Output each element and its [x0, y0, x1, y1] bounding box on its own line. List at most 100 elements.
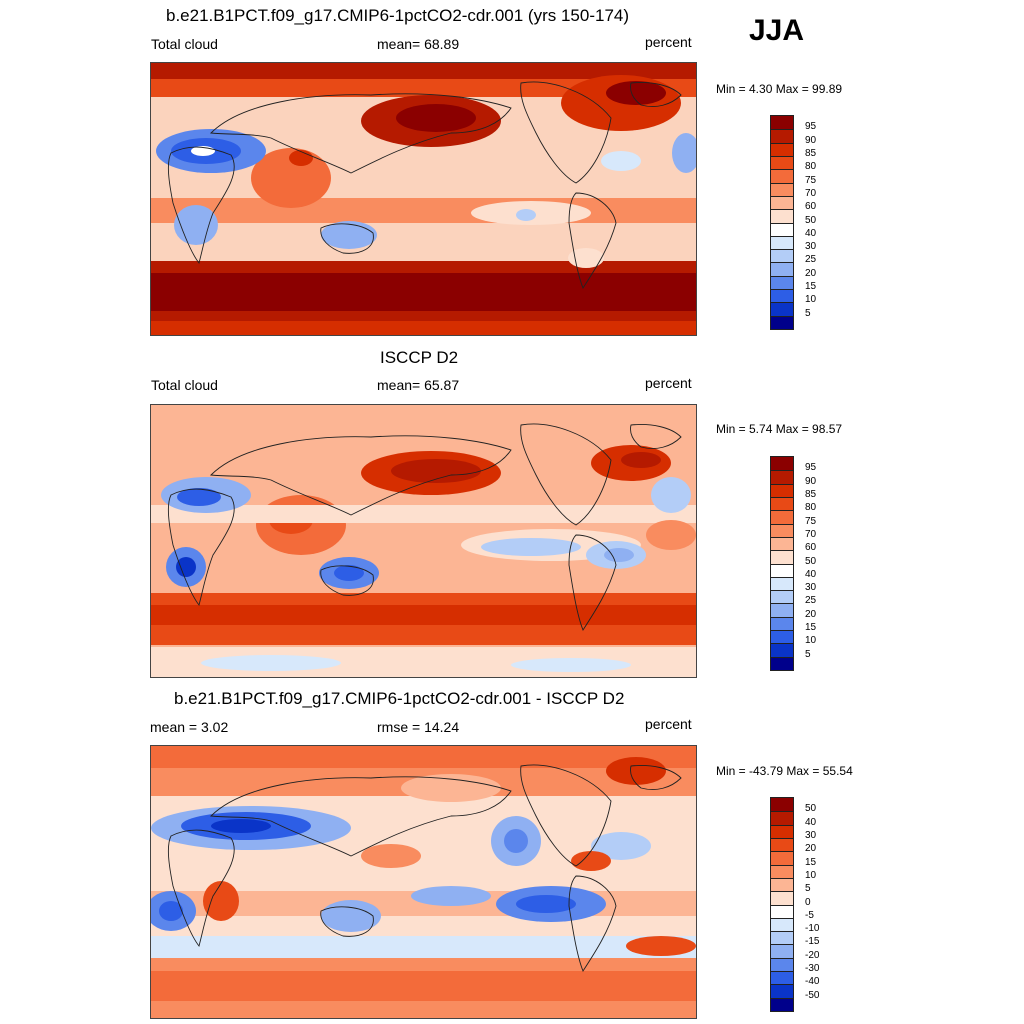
colorbar-tick-label: -40	[805, 976, 820, 988]
panel1-map-svg	[151, 63, 696, 335]
colorbar-swatch	[771, 877, 793, 892]
panel3-colorbar	[770, 797, 794, 1012]
colorbar-swatch	[771, 643, 793, 657]
colorbar-tick-label: 5	[805, 648, 811, 660]
panel3-mean-label: mean = 3.02	[150, 719, 229, 735]
colorbar-swatch	[771, 904, 793, 918]
panel2-units-label: percent	[645, 375, 692, 391]
colorbar-tick-label: 15	[805, 281, 817, 293]
panel2-variable-label: Total cloud	[151, 377, 218, 393]
colorbar-tick-label: 40	[805, 568, 817, 580]
colorbar-swatch	[771, 536, 793, 551]
colorbar-swatch	[771, 302, 793, 316]
colorbar-swatch	[771, 550, 793, 564]
colorbar-swatch	[771, 315, 793, 329]
p3-coastlines	[167, 764, 682, 972]
colorbar-swatch	[771, 496, 793, 511]
colorbar-swatch	[771, 931, 793, 945]
colorbar-tick-label: 30	[805, 829, 817, 841]
colorbar-tick-label: -15	[805, 936, 820, 948]
panel2-colorbar	[770, 456, 794, 671]
colorbar-swatch	[771, 656, 793, 670]
colorbar-swatch	[771, 129, 793, 143]
panel3-rmse-label: rmse = 14.24	[377, 719, 460, 735]
panel3-minmax: Min = -43.79 Max = 55.54	[716, 764, 853, 778]
colorbar-swatch	[771, 616, 793, 631]
colorbar-tick-label: 95	[805, 462, 817, 474]
panel2-map-svg	[151, 405, 696, 677]
colorbar-tick-label: 60	[805, 201, 817, 213]
colorbar-tick-label: -50	[805, 989, 820, 1001]
panel1-colorbar	[770, 115, 794, 330]
panel2-map	[150, 404, 697, 678]
colorbar-tick-label: 30	[805, 241, 817, 253]
colorbar-tick-label: 25	[805, 254, 817, 266]
colorbar-tick-label: 20	[805, 843, 817, 855]
colorbar-tick-label: 80	[805, 161, 817, 173]
colorbar-tick-label: 5	[805, 883, 811, 895]
colorbar-swatch	[771, 576, 793, 591]
colorbar-swatch	[771, 116, 793, 130]
colorbar-tick-label: 75	[805, 174, 817, 186]
colorbar-tick-label: 90	[805, 134, 817, 146]
colorbar-swatch	[771, 142, 793, 156]
colorbar-swatch	[771, 155, 793, 170]
panel2-title: ISCCP D2	[380, 348, 459, 367]
colorbar-swatch	[771, 209, 793, 223]
colorbar-tick-label: 30	[805, 582, 817, 594]
colorbar-tick-label: 40	[805, 816, 817, 828]
colorbar-tick-label: 95	[805, 121, 817, 133]
panel1-units-label: percent	[645, 34, 692, 50]
colorbar-swatch	[771, 483, 793, 497]
panel3-units-label: percent	[645, 716, 692, 732]
colorbar-swatch	[771, 275, 793, 290]
colorbar-tick-label: 10	[805, 869, 817, 881]
colorbar-swatch	[771, 590, 793, 604]
colorbar-swatch	[771, 944, 793, 958]
colorbar-swatch	[771, 798, 793, 812]
colorbar-swatch	[771, 997, 793, 1011]
panel2-minmax: Min = 5.74 Max = 98.57	[716, 422, 843, 436]
colorbar-tick-label: 25	[805, 595, 817, 607]
colorbar-tick-label: 20	[805, 608, 817, 620]
colorbar-swatch	[771, 182, 793, 196]
colorbar-tick-label: 80	[805, 502, 817, 514]
panel3-map-svg	[151, 746, 696, 1018]
colorbar-tick-label: 10	[805, 635, 817, 647]
colorbar-swatch	[771, 603, 793, 617]
colorbar-swatch	[771, 984, 793, 998]
colorbar-tick-label: 15	[805, 622, 817, 634]
colorbar-tick-label: 10	[805, 294, 817, 306]
panel1-mean-label: mean= 68.89	[377, 36, 460, 52]
colorbar-swatch	[771, 563, 793, 577]
colorbar-swatch	[771, 195, 793, 210]
colorbar-tick-label: -20	[805, 949, 820, 961]
colorbar-swatch	[771, 235, 793, 250]
colorbar-swatch	[771, 249, 793, 263]
colorbar-tick-label: 50	[805, 214, 817, 226]
p2-coastlines	[167, 423, 682, 631]
colorbar-tick-label: 85	[805, 147, 817, 159]
season-label: JJA	[749, 14, 805, 47]
colorbar-swatch	[771, 523, 793, 537]
colorbar-swatch	[771, 837, 793, 852]
colorbar-swatch	[771, 169, 793, 183]
colorbar-tick-label: 15	[805, 856, 817, 868]
colorbar-swatch	[771, 891, 793, 905]
colorbar-swatch	[771, 971, 793, 985]
colorbar-tick-label: 75	[805, 515, 817, 527]
colorbar-tick-label: 50	[805, 555, 817, 567]
colorbar-swatch	[771, 510, 793, 524]
colorbar-swatch	[771, 851, 793, 865]
colorbar-tick-label: -5	[805, 909, 814, 921]
colorbar-swatch	[771, 457, 793, 471]
panel1-variable-label: Total cloud	[151, 36, 218, 52]
colorbar-tick-label: 0	[805, 896, 811, 908]
panel1-minmax: Min = 4.30 Max = 99.89	[716, 82, 843, 96]
colorbar-swatch	[771, 222, 793, 236]
panel3-title: b.e21.B1PCT.f09_g17.CMIP6-1pctCO2-cdr.00…	[174, 689, 625, 708]
colorbar-swatch	[771, 957, 793, 972]
colorbar-swatch	[771, 289, 793, 303]
colorbar-tick-label: -30	[805, 963, 820, 975]
panel1-title: b.e21.B1PCT.f09_g17.CMIP6-1pctCO2-cdr.00…	[166, 6, 630, 25]
